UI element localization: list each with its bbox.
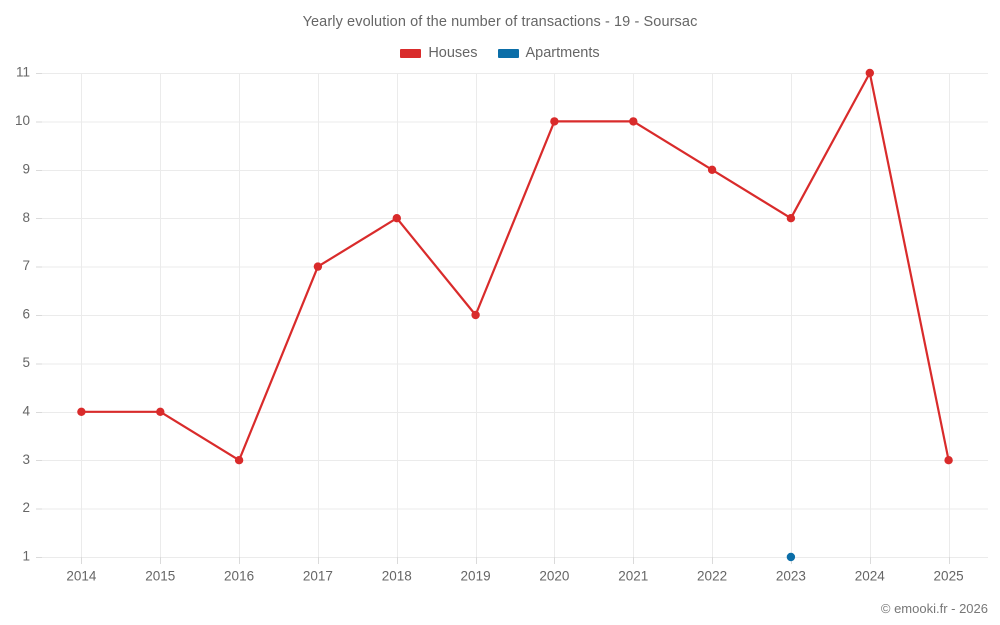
data-point-houses[interactable] [707, 165, 717, 174]
data-point-houses[interactable] [786, 214, 796, 223]
x-tick-label: 2014 [66, 569, 97, 584]
y-tick-label: 3 [22, 452, 30, 467]
data-point-houses[interactable] [392, 214, 401, 223]
x-tick-label: 2021 [618, 569, 648, 584]
x-tick-label: 2023 [776, 569, 806, 584]
chart-title: Yearly evolution of the number of transa… [302, 14, 698, 30]
x-tick-label: 2018 [382, 569, 412, 584]
legend-item-houses[interactable]: Houses [400, 45, 478, 61]
y-tick-label: 8 [22, 210, 30, 225]
y-tick-label: 5 [22, 355, 30, 370]
chart-legend: Houses Apartments [0, 45, 1000, 61]
y-tick-label: 6 [22, 307, 30, 322]
data-point-houses[interactable] [77, 407, 86, 416]
x-tick-label: 2016 [224, 569, 254, 584]
data-point-houses[interactable] [550, 117, 559, 126]
legend-item-apartments[interactable]: Apartments [497, 45, 600, 61]
y-tick-label: 9 [22, 161, 30, 176]
legend-label-houses: Houses [428, 45, 478, 61]
data-point-houses[interactable] [865, 68, 874, 78]
x-tick-label: 2017 [303, 569, 333, 584]
x-tick-label: 2025 [934, 569, 964, 584]
x-tick-label: 2015 [145, 569, 175, 584]
legend-swatch-houses [400, 48, 422, 58]
legend-label-apartments: Apartments [525, 45, 600, 61]
legend-swatch-apartments [497, 48, 519, 58]
series-line-houses [80, 71, 950, 462]
x-tick-label: 2019 [461, 569, 491, 584]
y-tick-label: 1 [22, 549, 30, 564]
data-point-apartments[interactable] [786, 552, 796, 562]
y-tick-label: 11 [16, 65, 30, 80]
x-tick-label: 2022 [697, 569, 727, 584]
y-tick-label: 7 [22, 258, 30, 273]
x-tick-label: 2024 [855, 569, 886, 584]
data-point-houses[interactable] [944, 456, 953, 465]
data-point-houses[interactable] [156, 407, 165, 416]
y-tick-label: 10 [15, 113, 30, 128]
data-point-houses[interactable] [234, 456, 244, 465]
y-tick-label: 4 [22, 403, 30, 418]
data-point-houses[interactable] [313, 262, 323, 271]
data-point-houses[interactable] [629, 117, 638, 126]
copyright-credit: © emooki.fr - 2026 [880, 601, 988, 616]
data-point-houses[interactable] [471, 310, 480, 320]
y-tick-label: 2 [22, 500, 30, 515]
x-tick-label: 2020 [539, 569, 569, 584]
